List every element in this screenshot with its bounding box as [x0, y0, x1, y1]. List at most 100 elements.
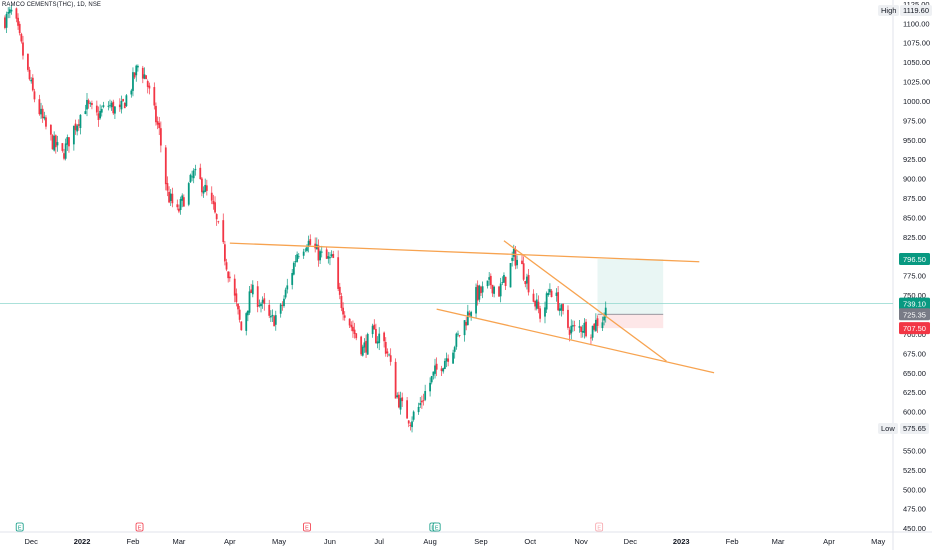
- candle-body: [155, 105, 157, 123]
- event-marker-icon: [135, 522, 144, 532]
- candle-body: [363, 342, 366, 348]
- x-tick-label: Jun: [324, 537, 336, 546]
- candle-body: [549, 289, 551, 293]
- candle-body: [74, 123, 77, 131]
- candle-body: [120, 100, 123, 110]
- candle-body: [271, 314, 274, 317]
- candle-body: [481, 286, 484, 293]
- y-tick-label: 475.00: [903, 505, 926, 514]
- candle-body: [557, 292, 560, 311]
- candle-body: [143, 74, 146, 79]
- y-tick-label: 1100.00: [903, 19, 930, 28]
- candle-body: [204, 184, 207, 192]
- candle-body: [176, 204, 179, 208]
- candle-body: [202, 190, 205, 194]
- event-marker-label: E: [138, 526, 142, 532]
- candle-body: [135, 65, 138, 76]
- high-value-text: 1119.60: [903, 6, 929, 15]
- candle-body: [527, 275, 530, 293]
- event-marker-label: E: [597, 526, 601, 532]
- candle-body: [498, 286, 500, 297]
- candle-body: [443, 361, 446, 370]
- low-value-label: 575.65: [900, 423, 929, 434]
- candle-body: [192, 170, 195, 179]
- candle-body: [512, 248, 515, 257]
- candle-body: [274, 315, 277, 325]
- candle-body: [524, 280, 527, 285]
- candle-body: [601, 322, 604, 329]
- candle-body: [56, 142, 59, 146]
- candle-body: [72, 125, 75, 145]
- y-tick-label: 925.00: [903, 155, 926, 164]
- candle-body: [233, 278, 236, 296]
- candle-body: [15, 8, 18, 19]
- candle-body: [317, 245, 320, 261]
- y-tick-label: 850.00: [903, 213, 926, 222]
- candle-body: [532, 293, 535, 302]
- candle-body: [194, 168, 197, 171]
- candle-body: [343, 315, 346, 318]
- candle-body: [307, 240, 310, 247]
- candle-body: [146, 81, 149, 87]
- candle-body: [235, 293, 238, 303]
- candle-body: [130, 90, 133, 95]
- candle-body: [87, 100, 90, 104]
- candle-body: [297, 256, 300, 258]
- candle-body: [260, 303, 262, 307]
- candle-body: [273, 316, 276, 327]
- y-tick-label: 1125.00: [903, 0, 930, 9]
- candle-body: [590, 337, 592, 339]
- candle-body: [603, 316, 605, 321]
- candle-body: [292, 262, 295, 275]
- price-badge-text: 739.10: [903, 300, 926, 309]
- candle-body: [118, 104, 121, 108]
- y-tick-label: 600.00: [903, 408, 926, 417]
- candle-body: [286, 285, 289, 290]
- candle-body: [248, 291, 251, 313]
- candle-body: [501, 282, 504, 283]
- candle-body: [214, 202, 216, 213]
- x-tick-label: Jul: [374, 537, 384, 546]
- candle-body: [319, 251, 322, 261]
- candle-body: [521, 260, 523, 265]
- candle-body: [493, 286, 496, 294]
- y-tick-label: 450.00: [903, 524, 926, 533]
- candle-body: [440, 368, 443, 372]
- candle-body: [571, 325, 574, 327]
- candle-body: [86, 99, 88, 110]
- price-badge: [899, 308, 930, 321]
- candle-body: [547, 292, 550, 296]
- candle-body: [217, 221, 220, 223]
- y-tick-label: 900.00: [903, 175, 926, 184]
- y-tick-label: 950.00: [903, 136, 926, 145]
- y-tick-label: 525.00: [903, 466, 926, 475]
- candle-body: [159, 128, 162, 146]
- candle-body: [411, 421, 413, 428]
- candle-body: [178, 208, 180, 212]
- candle-body: [145, 75, 147, 80]
- price-badge-text: 725.35: [903, 310, 926, 319]
- candle-body: [27, 53, 29, 70]
- y-tick-label: 625.00: [903, 388, 926, 397]
- candle-body: [463, 320, 466, 336]
- candle-body: [97, 113, 100, 120]
- candle-body: [246, 310, 249, 316]
- high-label-text: High: [881, 6, 897, 15]
- candle-body: [107, 105, 110, 107]
- candle-body: [486, 280, 489, 287]
- event-marker-icon: [15, 522, 24, 532]
- event-marker-label: E: [435, 526, 439, 532]
- candle-body: [376, 341, 379, 344]
- position-stop-zone: [597, 314, 664, 329]
- candle-body: [284, 289, 287, 298]
- candle-body: [435, 363, 438, 370]
- x-tick-label: Mar: [172, 537, 185, 546]
- candle-body: [475, 287, 477, 314]
- candle-body: [182, 197, 185, 207]
- high-label: High: [878, 5, 900, 16]
- candle-body: [30, 79, 33, 82]
- x-tick-label: May: [871, 537, 885, 546]
- candle-body: [429, 382, 431, 392]
